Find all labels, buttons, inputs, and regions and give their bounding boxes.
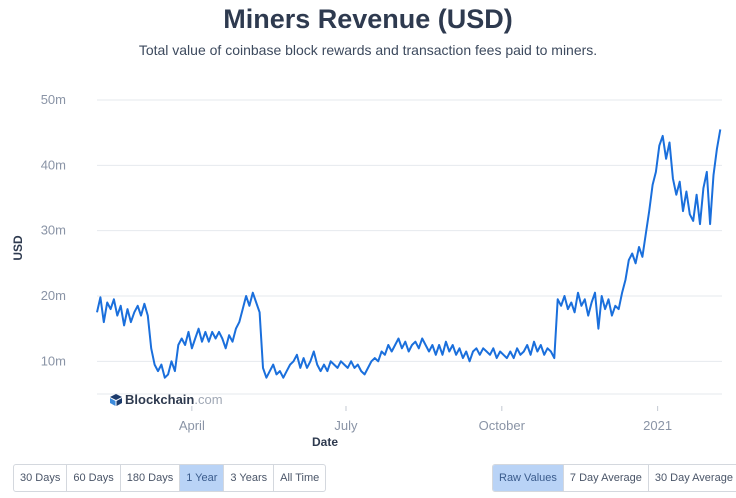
value-mode-selector: Raw Values 7 Day Average 30 Day Average [492,464,736,492]
range-180-days-button[interactable]: 180 Days [121,465,181,491]
x-tick-label: April [179,418,205,433]
range-60-days-button[interactable]: 60 Days [67,465,121,491]
30-day-average-button[interactable]: 30 Day Average [654,472,733,484]
blockchain-watermark: Blockchain .com [110,392,223,407]
x-tick-label: 2021 [643,418,672,433]
range-1-year-button[interactable]: 1 Year [180,465,225,491]
y-tick-label: 30m [41,223,66,238]
range-3-years-button[interactable]: 3 Years [224,465,275,491]
range-30-days-button[interactable]: 30 Days [14,465,68,491]
blockchain-logo-icon [110,393,122,406]
x-axis-title: Date [312,435,338,449]
series-line [96,129,722,379]
y-tick-label: 40m [41,157,66,172]
y-tick-label: 10m [41,353,66,368]
x-tick-label: July [334,418,358,433]
range-all-time-button[interactable]: All Time [280,472,320,484]
watermark-name: Blockchain [125,392,195,407]
x-tick-labels: April July October 2021 [179,406,672,433]
y-tick-label: 20m [41,288,66,303]
chart-title: Miners Revenue (USD) [223,4,513,34]
y-tick-labels: 10m 20m 30m 40m 50m [41,92,66,368]
watermark-tld: .com [194,392,223,407]
7-day-average-button[interactable]: 7 Day Average [564,465,649,491]
time-range-selector: 30 Days 60 Days 180 Days 1 Year 3 Years … [13,464,327,492]
chart-subtitle: Total value of coinbase block rewards an… [138,42,598,58]
grid-lines [97,99,722,395]
y-axis-title: USD [11,235,25,261]
y-tick-label: 50m [41,92,66,107]
x-tick-label: October [479,418,526,433]
raw-values-button[interactable]: Raw Values [493,465,564,491]
